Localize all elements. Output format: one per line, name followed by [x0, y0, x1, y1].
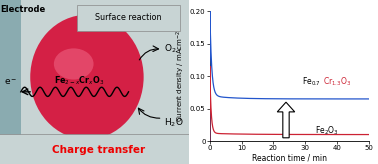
- Text: e$^-$: e$^-$: [4, 77, 17, 87]
- Text: Fe$_{2-x}$Cr$_{x}$O$_3$: Fe$_{2-x}$Cr$_{x}$O$_3$: [54, 74, 105, 87]
- Text: Cr$_{1.3}$O$_3$: Cr$_{1.3}$O$_3$: [322, 75, 351, 88]
- Y-axis label: Current density / mAcm$^{-2}$: Current density / mAcm$^{-2}$: [175, 30, 187, 123]
- Text: Fe$_2$O$_3$: Fe$_2$O$_3$: [314, 124, 338, 137]
- Text: H$_2$O: H$_2$O: [164, 117, 184, 129]
- Text: Electrode: Electrode: [0, 5, 45, 14]
- Text: Charge transfer: Charge transfer: [52, 145, 145, 155]
- FancyBboxPatch shape: [77, 5, 180, 31]
- Text: Surface reaction: Surface reaction: [95, 13, 162, 22]
- X-axis label: Reaction time / min: Reaction time / min: [252, 154, 327, 163]
- Text: Fe$_{0.7}$: Fe$_{0.7}$: [302, 75, 321, 88]
- Polygon shape: [277, 102, 295, 138]
- Ellipse shape: [30, 15, 144, 139]
- Text: O$_2$: O$_2$: [164, 43, 177, 55]
- FancyBboxPatch shape: [0, 134, 191, 164]
- Bar: [0, 0, 21, 164]
- Ellipse shape: [54, 48, 94, 80]
